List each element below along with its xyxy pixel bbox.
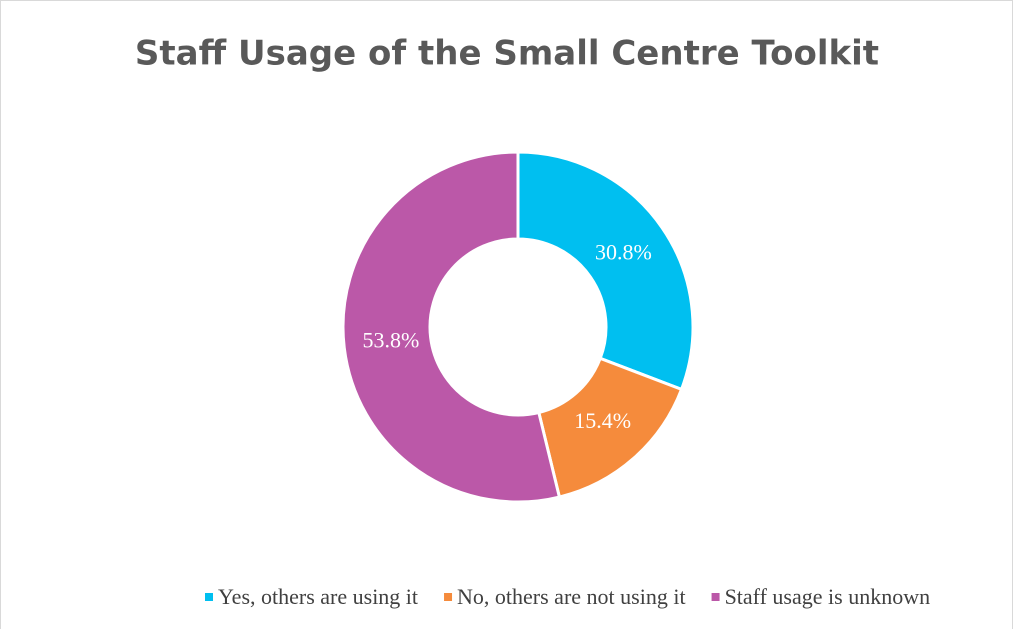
donut-slice <box>516 150 695 392</box>
legend-marker <box>711 593 720 601</box>
legend-marker <box>205 593 213 601</box>
donut-slice <box>341 150 562 504</box>
legend-label: No, others are not using it <box>457 584 686 609</box>
data-label: 15.4% <box>574 408 631 433</box>
legend-marker <box>444 593 453 601</box>
data-label: 30.8% <box>595 239 652 264</box>
legend-label: Staff usage is unknown <box>725 584 931 609</box>
donut-slice <box>536 356 684 499</box>
legend-label: Yes, others are using it <box>218 584 418 609</box>
chart-title: Staff Usage of the Small Centre Toolkit <box>135 34 879 74</box>
data-label: 53.8% <box>362 327 419 352</box>
